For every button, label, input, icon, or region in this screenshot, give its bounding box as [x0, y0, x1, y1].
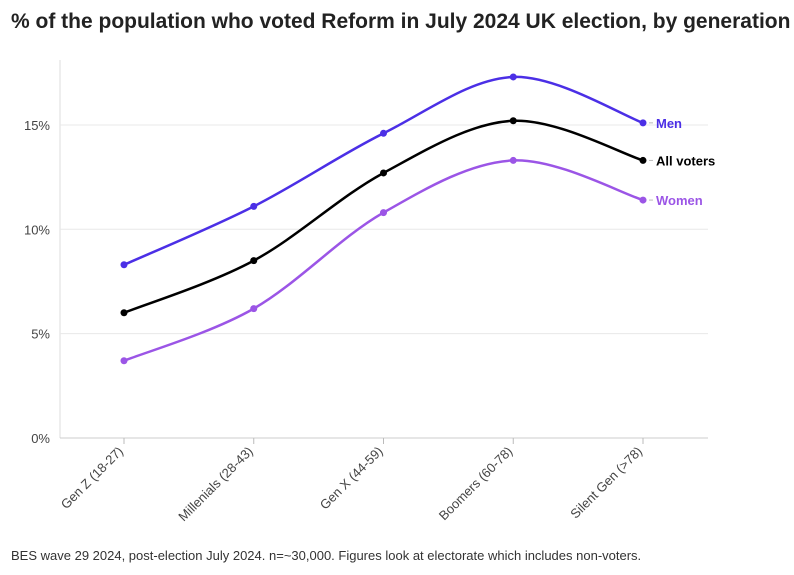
data-point — [250, 257, 258, 265]
y-tick-label: 10% — [24, 222, 50, 237]
data-point — [120, 309, 128, 317]
data-point — [380, 209, 387, 217]
data-point — [509, 117, 517, 125]
series-label: All voters — [656, 153, 715, 168]
x-tick-label: Boomers (60-78) — [436, 444, 516, 524]
data-point — [380, 169, 387, 177]
data-point — [639, 119, 647, 127]
series-label: Women — [656, 193, 703, 208]
chart-title: % of the population who voted Reform in … — [11, 10, 791, 33]
y-tick-label: 0% — [31, 431, 50, 446]
y-tick-label: 15% — [24, 118, 50, 133]
data-point — [250, 202, 258, 210]
data-point — [250, 305, 258, 313]
source-note: BES wave 29 2024, post-election July 202… — [11, 548, 642, 563]
x-tick-label: Gen Z (18-27) — [58, 444, 126, 512]
data-point — [380, 129, 387, 137]
x-tick-label: Gen X (44-59) — [317, 444, 386, 513]
data-point — [639, 156, 647, 164]
data-point — [509, 156, 517, 164]
series-line-women — [123, 159, 644, 362]
y-tick-label: 5% — [31, 327, 50, 342]
series-label: Men — [656, 116, 682, 131]
data-point — [509, 73, 517, 81]
data-point — [120, 357, 128, 365]
x-tick-label: Silent Gen (>78) — [567, 444, 645, 522]
data-point — [639, 196, 647, 204]
series-line-all-voters — [123, 119, 644, 314]
data-point — [120, 261, 128, 269]
x-tick-label: Millenials (28-43) — [175, 444, 256, 525]
